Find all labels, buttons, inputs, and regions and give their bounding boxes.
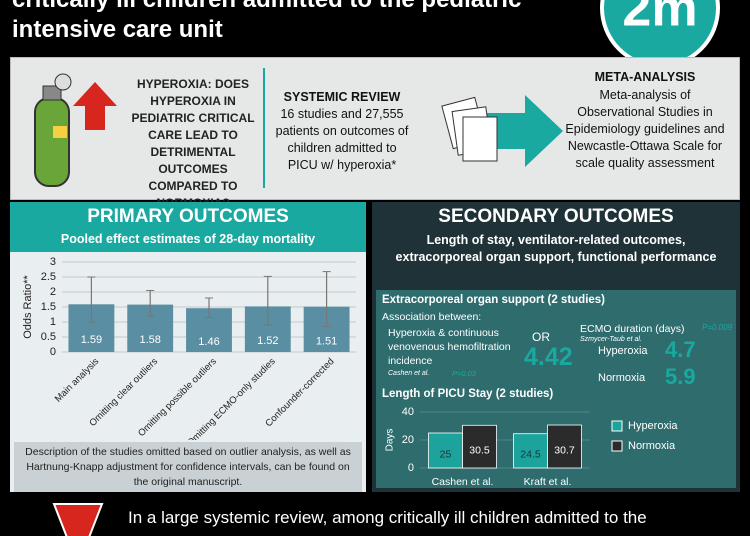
conclusion-band (120, 508, 720, 536)
group-label: Hyperoxia (598, 345, 648, 357)
meta-text: Meta-analysis of Observational Studies i… (565, 88, 725, 170)
value-label: 30.5 (469, 444, 490, 456)
chart-title: Pooled effect estimates of 28-day mortal… (60, 232, 316, 246)
warning-icon (52, 503, 104, 536)
y-tick-label: 3 (50, 256, 56, 268)
y-axis-label: Odds Ratio** (22, 274, 34, 338)
ecmo-title: ECMO duration (days) (580, 323, 685, 335)
legend-swatch (611, 420, 623, 432)
section-title: Extracorporeal organ support (2 studies) (382, 294, 606, 306)
up-arrow (73, 82, 117, 130)
title-line: intensive care unit (12, 16, 223, 43)
logo-circle (600, 0, 720, 60)
x-tick-label: Cashen et al. (432, 476, 494, 488)
y-tick-label: 2.5 (41, 271, 56, 283)
review-title: SYSTEMIC REVIEW (283, 90, 401, 104)
group-value: 4.7 (665, 337, 696, 362)
paper (462, 116, 498, 162)
tank (34, 97, 70, 187)
value-label: 1.46 (198, 336, 219, 348)
question: HYPEROXIA: DOES HYPEROXIA IN PEDIATRIC C… (128, 76, 258, 212)
association: Association between: (382, 311, 482, 323)
bar (462, 424, 497, 469)
legend-swatch (611, 440, 623, 452)
legend-label: Hyperoxia (628, 420, 678, 432)
primary-note: Description of the studies omitted based… (14, 442, 362, 492)
y-tick-label: 1.5 (41, 301, 56, 313)
papers-arrow-icon (441, 95, 563, 167)
group-label: Normoxia (598, 372, 646, 384)
chart-title: Length of PICU Stay (2 studies) (382, 388, 554, 400)
warning-shape (52, 503, 104, 536)
cvvh: Hyperoxia & continuous venovenous hemofi… (388, 327, 511, 367)
y-tick-label: 1 (50, 316, 56, 328)
divider (263, 68, 265, 188)
bar (547, 424, 582, 469)
picu-chart: 0 20 40 Days Cashen et al. 25 30.5 Kraft et al.… (385, 406, 679, 488)
y-tick-label: 40 (402, 406, 414, 418)
source: Szmycer-Taub et al. (580, 336, 642, 343)
conclusion-text: In a large systemic review, among critic… (128, 508, 647, 527)
value-label: 1.51 (316, 335, 337, 347)
bar (513, 433, 548, 469)
question-lead: HYPEROXIA: (136, 77, 212, 91)
p-value: P=0.03 (452, 369, 476, 378)
bar (428, 432, 463, 469)
or-label: OR (532, 330, 550, 344)
value-label: 30.7 (554, 444, 575, 456)
y-tick-label: 0 (50, 346, 56, 358)
question-text: DOES HYPEROXIA IN PEDIATRIC CRITICAL CAR… (131, 77, 255, 210)
value-label: 1.52 (257, 335, 278, 347)
or-value: 4.42 (524, 343, 573, 371)
review-text: 16 studies and 27,555 patients on outcom… (275, 107, 409, 172)
primary-header (10, 202, 366, 252)
value-label: 24.5 (520, 449, 541, 461)
oxygen-icon (34, 73, 117, 187)
logo-text: 2m (622, 0, 697, 38)
source: Cashen et al. (388, 370, 430, 377)
group-value: 5.9 (665, 364, 696, 389)
value-label: 1.59 (81, 334, 102, 346)
logo: 2m (600, 0, 720, 60)
value-label: 25 (440, 448, 452, 460)
secondary-heading: SECONDARY OUTCOMES (438, 206, 674, 227)
y-tick-label: 0.5 (41, 331, 56, 343)
secondary-subtitle: Length of stay, ventilator-related outco… (395, 233, 717, 264)
x-tick-label: Main analysis (53, 356, 102, 405)
legend-label: Normoxia (628, 440, 676, 452)
x-tick-label: Kraft et al. (524, 476, 572, 488)
label (53, 126, 67, 138)
p-value: P=0.009 (702, 323, 733, 332)
valve (42, 85, 62, 101)
meta-title: META-ANALYSIS (594, 70, 696, 84)
y-axis-label: Days (385, 429, 396, 452)
overview-panel (10, 57, 740, 200)
y-tick-label: 0 (408, 462, 414, 474)
gauge (54, 73, 72, 91)
y-tick-label: 20 (402, 434, 414, 446)
y-tick-label: 2 (50, 286, 56, 298)
value-label: 1.58 (139, 334, 160, 346)
title-line: critically ill children admitted to the … (12, 0, 521, 14)
primary-heading: PRIMARY OUTCOMES (87, 206, 289, 227)
arrow (485, 95, 563, 167)
